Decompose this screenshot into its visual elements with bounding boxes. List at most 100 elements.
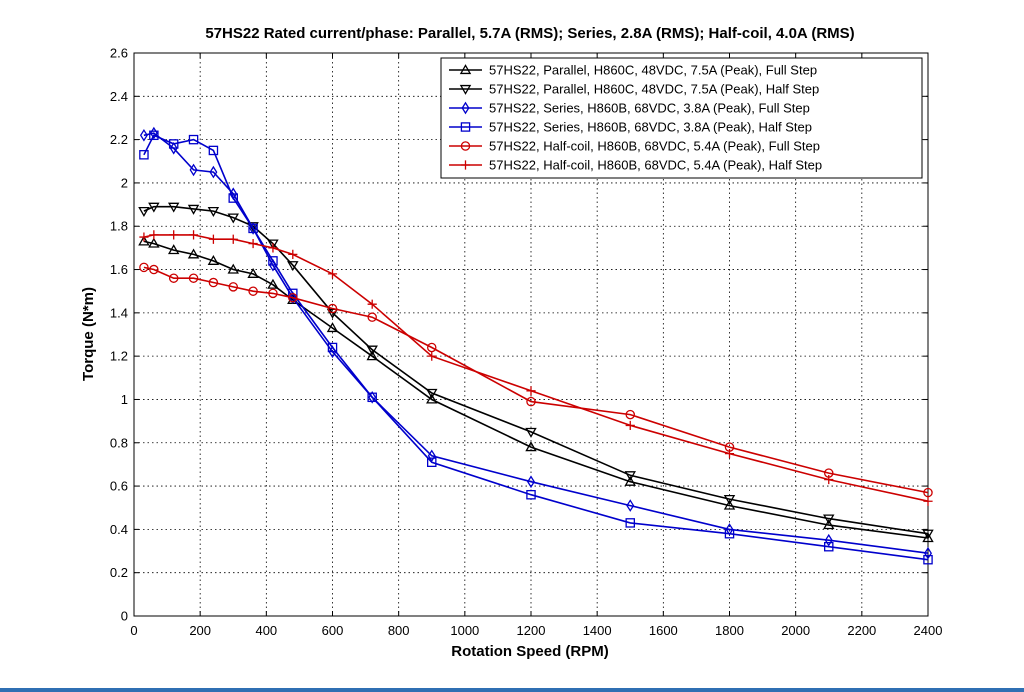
data-point bbox=[624, 471, 636, 482]
data-point bbox=[724, 528, 735, 539]
legend-swatch-marker bbox=[460, 122, 471, 132]
data-point bbox=[288, 249, 298, 259]
data-point bbox=[249, 222, 258, 235]
y-tick-label: 1 bbox=[121, 392, 128, 407]
x-tick-label: 600 bbox=[322, 623, 344, 638]
x-tick-label: 1000 bbox=[450, 623, 479, 638]
series-5 bbox=[139, 262, 933, 498]
y-axis-label: Torque (N*m) bbox=[80, 287, 97, 381]
data-point bbox=[625, 420, 635, 431]
series-6 bbox=[139, 230, 933, 506]
data-point bbox=[823, 514, 835, 525]
data-point bbox=[167, 244, 180, 255]
data-point bbox=[426, 393, 438, 404]
data-point bbox=[169, 230, 179, 240]
data-point bbox=[187, 204, 200, 215]
legend-label: 57HS22, Parallel, H860C, 48VDC, 7.5A (Pe… bbox=[489, 82, 819, 97]
data-point bbox=[248, 238, 258, 249]
data-point bbox=[139, 128, 148, 142]
data-point bbox=[923, 496, 933, 506]
data-point bbox=[923, 554, 933, 565]
x-tick-label: 2400 bbox=[914, 623, 943, 638]
data-point bbox=[723, 494, 736, 505]
data-point bbox=[367, 312, 377, 322]
data-point bbox=[168, 139, 179, 149]
legend-swatch-marker bbox=[459, 64, 472, 75]
data-point bbox=[527, 475, 535, 489]
legend-swatch-marker bbox=[460, 160, 471, 170]
data-point bbox=[824, 541, 834, 552]
data-point bbox=[228, 234, 238, 244]
data-point bbox=[327, 269, 338, 279]
data-point bbox=[267, 278, 279, 289]
data-point bbox=[139, 262, 149, 273]
data-point bbox=[922, 532, 934, 543]
series-1 bbox=[138, 235, 934, 543]
data-point bbox=[525, 427, 537, 438]
legend-label: 57HS22, Series, H860B, 68VDC, 3.8A (Peak… bbox=[489, 120, 812, 135]
series-2 bbox=[138, 202, 934, 540]
data-point bbox=[824, 533, 833, 547]
x-tick-label: 400 bbox=[255, 623, 277, 638]
data-point bbox=[288, 292, 298, 303]
x-tick-label: 2200 bbox=[847, 623, 876, 638]
data-point bbox=[268, 288, 278, 299]
y-tick-label: 1.8 bbox=[110, 219, 128, 234]
data-point bbox=[526, 489, 536, 500]
data-point bbox=[148, 202, 160, 213]
legend-entry: 57HS22, Series, H860B, 68VDC, 3.8A (Peak… bbox=[449, 120, 812, 135]
legend-label: 57HS22, Half-coil, H860B, 68VDC, 5.4A (P… bbox=[489, 158, 822, 173]
y-tick-label: 0 bbox=[121, 609, 128, 624]
legend-label: 57HS22, Half-coil, H860B, 68VDC, 5.4A (P… bbox=[489, 139, 820, 154]
x-tick-label: 1200 bbox=[517, 623, 546, 638]
data-point bbox=[526, 386, 536, 396]
series-line bbox=[143, 240, 929, 539]
series-line bbox=[143, 205, 929, 535]
data-point bbox=[209, 165, 218, 179]
data-point bbox=[427, 449, 436, 463]
y-tick-label: 2.6 bbox=[110, 46, 128, 61]
data-point bbox=[148, 237, 160, 248]
data-point bbox=[168, 273, 179, 283]
data-point bbox=[228, 193, 238, 203]
data-point bbox=[138, 206, 150, 217]
y-tick-label: 0.6 bbox=[110, 479, 128, 494]
series-3 bbox=[139, 126, 932, 560]
data-point bbox=[426, 457, 437, 468]
x-tick-label: 200 bbox=[189, 623, 211, 638]
legend-swatch-marker bbox=[459, 84, 472, 95]
data-point bbox=[327, 342, 338, 353]
data-point bbox=[207, 254, 220, 265]
data-point bbox=[139, 150, 149, 160]
data-point bbox=[326, 322, 339, 333]
data-point bbox=[207, 206, 220, 217]
x-tick-label: 1800 bbox=[715, 623, 744, 638]
x-axis-label: Rotation Speed (RPM) bbox=[451, 643, 609, 660]
legend-swatch-marker bbox=[460, 141, 471, 151]
series-group bbox=[138, 126, 934, 565]
data-point bbox=[426, 388, 438, 399]
y-tick-label: 0.2 bbox=[110, 565, 128, 580]
data-point bbox=[724, 448, 735, 459]
data-point bbox=[208, 234, 218, 244]
series-line bbox=[143, 266, 929, 494]
legend-label: 57HS22, Series, H860B, 68VDC, 3.8A (Peak… bbox=[489, 101, 810, 116]
y-tick-label: 1.6 bbox=[110, 262, 128, 277]
legend-entry: 57HS22, Parallel, H860C, 48VDC, 7.5A (Pe… bbox=[449, 82, 819, 97]
data-point bbox=[169, 141, 178, 155]
legend-label: 57HS22, Parallel, H860C, 48VDC, 7.5A (Pe… bbox=[489, 63, 817, 78]
data-point bbox=[366, 350, 378, 361]
data-point bbox=[228, 282, 238, 292]
x-tick-label: 0 bbox=[130, 623, 137, 638]
data-point bbox=[723, 499, 736, 510]
data-point bbox=[149, 130, 159, 141]
y-tick-label: 2 bbox=[121, 175, 128, 190]
y-tick-label: 2.4 bbox=[110, 89, 128, 104]
x-tick-label: 800 bbox=[388, 623, 410, 638]
data-point bbox=[208, 277, 219, 288]
data-point bbox=[149, 230, 159, 240]
data-point bbox=[227, 263, 239, 274]
data-point bbox=[367, 392, 377, 403]
data-point bbox=[626, 499, 635, 512]
x-tick-label: 1600 bbox=[649, 623, 678, 638]
